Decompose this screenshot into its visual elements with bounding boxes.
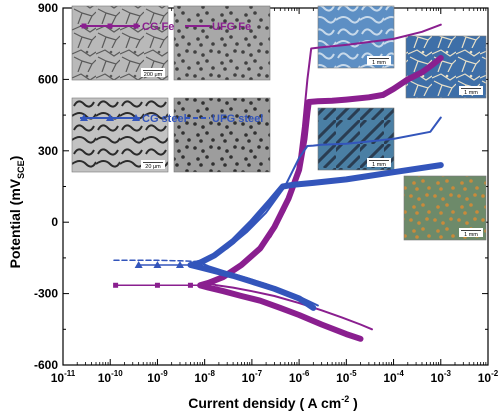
y-tick-label: -300 — [34, 287, 58, 301]
y-axis-label: Potential (mVSCE) — [7, 156, 26, 269]
scale-bar-label: 200 μm — [144, 72, 163, 78]
x-tick-label: 10-2 — [478, 369, 499, 385]
series-line-2 — [380, 55, 444, 98]
scale-bar-box — [367, 56, 391, 65]
micrograph-inset — [173, 97, 271, 173]
micrograph-inset — [71, 97, 169, 173]
y-tick-label: 900 — [38, 1, 58, 15]
legend-marker — [133, 23, 139, 29]
legend-label: CG Fe — [142, 21, 174, 33]
tick-labels: -600 -300 0 300 600 900 10-11 10-10 10-9 10-8 10-7… — [34, 1, 499, 385]
scale-bar-label: 1 mm — [372, 60, 386, 66]
scale-bar-box — [141, 160, 165, 169]
cg-fe-marker — [154, 282, 160, 288]
legend-label: CG steel — [142, 113, 187, 125]
x-tick-label: 10-3 — [431, 369, 452, 385]
series-layer — [113, 23, 444, 342]
y-tick-label: 600 — [38, 72, 58, 86]
scale-bar-box — [459, 86, 483, 95]
cg-steel-marker — [153, 261, 162, 269]
scale-bar-label: 1 mm — [464, 90, 478, 96]
x-tick-label: 10-10 — [98, 369, 123, 385]
legend-marker — [132, 114, 140, 121]
series-line-8 — [113, 259, 199, 263]
micrograph-insets: 200 μm 20 μm 1 mm 1 mm 1 mm 1 mm — [71, 5, 487, 241]
scale-bar-label: 1 mm — [372, 162, 386, 168]
scale-bar-label: 20 μm — [145, 164, 161, 170]
legend-marker — [107, 23, 113, 29]
x-tick-label: 10-11 — [51, 369, 76, 385]
series-line-7 — [196, 116, 442, 307]
series-line-1 — [197, 91, 387, 342]
legend-marker — [106, 114, 114, 121]
x-tick-label: 10-7 — [242, 369, 263, 385]
y-tick-label: 0 — [51, 215, 58, 229]
y-tick-label: 300 — [38, 144, 58, 158]
legend-marker — [81, 23, 87, 29]
scale-bar-box — [459, 228, 483, 237]
legend-label: UFG Fe — [212, 21, 251, 33]
y-tick-label: -600 — [34, 358, 58, 372]
legend: CG Fe UFG Fe CG steel UFG steel — [80, 21, 263, 125]
micrograph-inset — [71, 5, 169, 81]
scale-bar-box — [367, 158, 391, 167]
x-tick-label: 10-4 — [383, 369, 404, 385]
x-axis-label: Current densidy ( A cm-2 ) — [188, 394, 358, 411]
legend-label: UFG steel — [212, 113, 263, 125]
micrograph-inset — [173, 5, 271, 81]
scale-bar-label: 1 mm — [464, 232, 478, 238]
cg-steel-marker — [175, 261, 184, 269]
cg-fe-marker — [113, 282, 119, 288]
scale-bar-box — [141, 68, 165, 77]
cg-steel-marker — [134, 261, 143, 269]
x-tick-label: 10-8 — [194, 369, 215, 385]
x-tick-label: 10-9 — [147, 369, 168, 385]
x-tick-label: 10-6 — [289, 369, 310, 385]
cg-fe-marker — [187, 282, 193, 288]
legend-marker — [80, 114, 88, 121]
x-tick-label: 10-5 — [336, 369, 357, 385]
